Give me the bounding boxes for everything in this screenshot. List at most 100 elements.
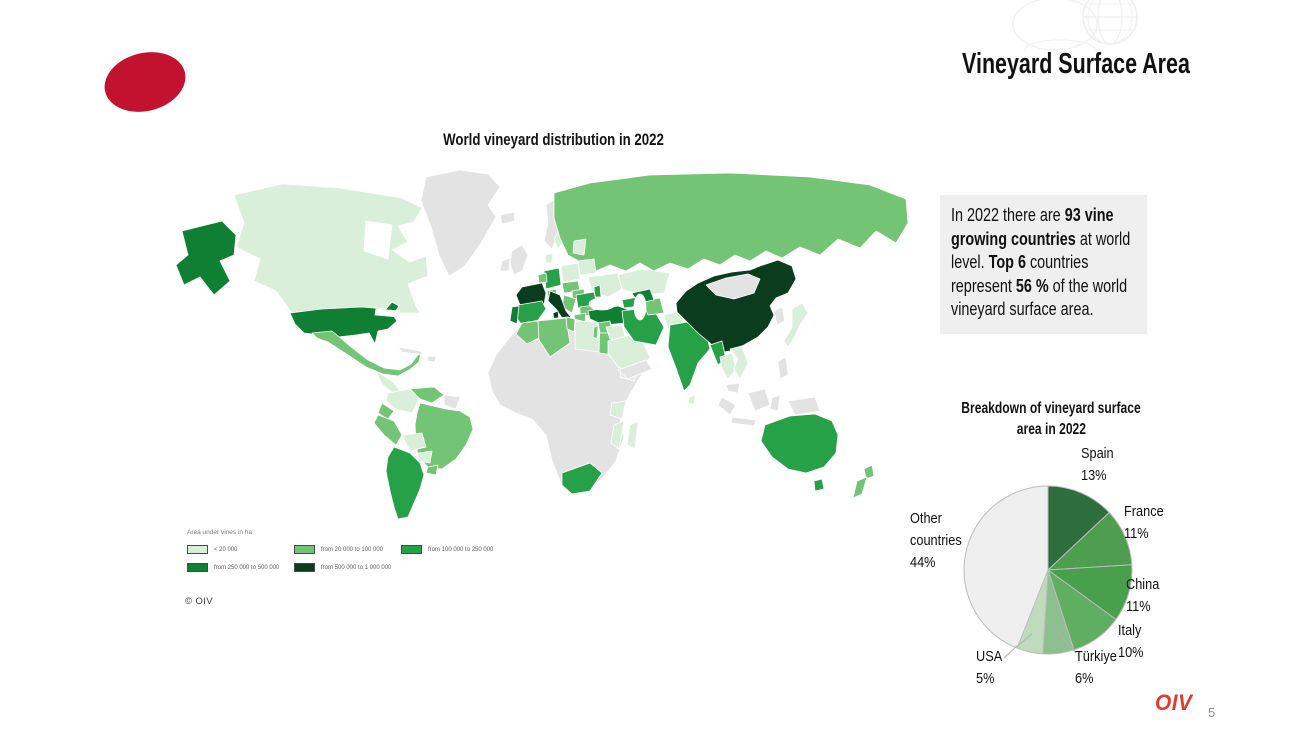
legend-label: from 500 000 to 1 000 000 <box>321 564 392 571</box>
legend-item: from 250 000 to 500 000 <box>187 563 294 572</box>
map-israel-lebanon <box>592 325 599 340</box>
map-poland <box>560 262 581 283</box>
legend-item: from 20 000 to 100 000 <box>294 545 401 554</box>
legend-swatch <box>294 563 315 572</box>
map-philippines <box>777 356 789 380</box>
map-new-zealand-south <box>852 476 868 499</box>
map-belarus <box>577 258 597 276</box>
map-germany <box>543 267 562 290</box>
map-china <box>675 259 797 354</box>
map-legend-row-1: < 20 000 from 20 000 to 100 000 from 100 0… <box>187 545 493 554</box>
legend-label: from 20 000 to 100 000 <box>321 546 384 553</box>
map-portugal <box>509 305 520 325</box>
legend-swatch <box>401 545 422 554</box>
world-map <box>175 169 909 520</box>
map-south-africa <box>561 462 603 495</box>
map-tunisia <box>565 316 576 333</box>
map-tasmania <box>813 478 825 492</box>
pie-chart-title: Breakdown of vineyard surface area in 20… <box>961 400 1141 438</box>
map-australia <box>760 413 839 474</box>
map-korea <box>773 306 786 326</box>
info-box: In 2022 there are 93 vine growing countr… <box>940 195 1147 334</box>
map-japan <box>783 302 809 348</box>
map-new-zealand-north <box>863 464 875 480</box>
map-uk <box>509 244 529 276</box>
map-copyright: © OIV <box>185 596 214 607</box>
map-legend-title: Area under vines in ha <box>187 529 253 536</box>
map-madagascar <box>626 420 639 450</box>
pie-label-other-countries: Other countries 44% <box>910 510 962 571</box>
map-thailand <box>719 352 737 380</box>
info-text-plain: at world level. <box>951 228 1131 273</box>
map-guyanas <box>443 394 461 410</box>
info-text: In 2022 there are 93 vine growing countr… <box>951 204 1136 322</box>
map-sumatra <box>717 396 737 416</box>
pie-label-italy: Italy 10% <box>1118 622 1144 661</box>
legend-label: from 250 000 to 500 000 <box>214 564 280 571</box>
info-text-plain: In 2022 there are <box>951 205 1065 225</box>
legend-label: from 100 000 to 250 000 <box>428 546 494 553</box>
map-mozambique <box>610 420 625 450</box>
legend-swatch <box>187 563 208 572</box>
map-great-lakes <box>374 308 401 318</box>
oiv-logo: OIV <box>1155 690 1193 715</box>
pie-label-spain: Spain 13% <box>1081 445 1114 484</box>
map-peru <box>373 414 403 446</box>
pie-slice-other-countries <box>963 485 1049 649</box>
pie-label-china: China 11% <box>1126 576 1160 615</box>
legend-swatch <box>294 545 315 554</box>
pie-label-turkiye: Türkiye 6% <box>1075 648 1117 687</box>
globe-watermark-icon <box>1012 0 1138 52</box>
map-hispaniola <box>426 355 437 363</box>
map-paraguay <box>417 450 433 464</box>
map-vietnam-laos <box>729 345 749 380</box>
pie-slice-spain <box>1047 485 1110 571</box>
map-greenland <box>420 169 501 277</box>
pie-label-france: France 11% <box>1124 503 1164 542</box>
legend-item: from 500 000 to 1 000 000 <box>294 563 391 572</box>
info-text-bold: Top 6 <box>988 252 1026 272</box>
map-tanzania <box>609 400 627 420</box>
page-title: Vineyard Surface Area <box>962 48 1190 80</box>
map-new-guinea <box>787 396 821 416</box>
map-venezuela <box>409 386 445 404</box>
map-legend: Area under vines in ha < 20 000 from 20 0… <box>187 529 493 581</box>
map-denmark <box>544 252 554 264</box>
map-argentina-chile <box>385 446 425 520</box>
map-java <box>730 416 757 427</box>
red-oval-logo <box>98 43 192 121</box>
map-sulawesi <box>769 394 781 412</box>
map-mexico <box>311 330 422 377</box>
map-caspian-sea <box>633 293 647 321</box>
page-number: 5 <box>1208 705 1216 720</box>
map-bolivia <box>401 432 427 452</box>
info-text-plain: of the world vineyard surface area. <box>951 275 1128 320</box>
map-cuba <box>397 346 425 356</box>
legend-swatch <box>187 545 208 554</box>
map-algeria <box>537 317 571 358</box>
map-malaysia <box>725 382 741 394</box>
legend-label: < 20 000 <box>214 546 238 553</box>
pie-chart <box>963 485 1133 655</box>
map-uruguay <box>425 464 439 476</box>
info-text-bold: 93 vine growing countries <box>951 205 1114 249</box>
map-sri-lanka <box>687 394 696 405</box>
info-text-plain: countries represent <box>951 252 1089 296</box>
map-russia <box>553 172 909 272</box>
map-hudson-bay <box>363 220 393 260</box>
info-text-bold: 56 % <box>1015 275 1049 296</box>
map-morocco <box>515 320 542 345</box>
legend-item: from 100 000 to 250 000 <box>401 545 493 554</box>
map-canada <box>233 183 429 314</box>
map-kazakhstan <box>617 268 671 296</box>
map-iceland <box>499 211 516 225</box>
map-baltics <box>572 238 587 256</box>
map-title: World vineyard distribution in 2022 <box>443 130 665 149</box>
map-ireland <box>499 257 511 272</box>
map-borneo <box>747 388 771 412</box>
pie-label-usa: USA 5% <box>976 648 1003 687</box>
map-alaska <box>175 220 237 296</box>
map-mongolia <box>705 273 761 300</box>
map-yemen-oman <box>617 359 653 380</box>
